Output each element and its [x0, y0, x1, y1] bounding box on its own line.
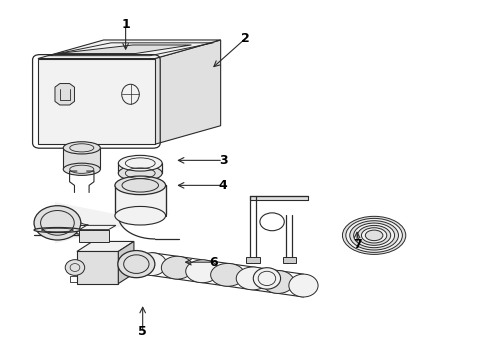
Polygon shape	[79, 225, 116, 230]
Polygon shape	[77, 242, 134, 251]
Ellipse shape	[118, 251, 155, 278]
Ellipse shape	[118, 165, 162, 181]
Polygon shape	[63, 148, 100, 169]
Text: 6: 6	[209, 256, 218, 269]
Polygon shape	[283, 257, 296, 263]
Polygon shape	[38, 40, 220, 59]
Ellipse shape	[65, 260, 85, 275]
Polygon shape	[77, 251, 118, 284]
Ellipse shape	[186, 260, 219, 283]
Ellipse shape	[343, 216, 406, 255]
Ellipse shape	[63, 163, 100, 175]
Ellipse shape	[34, 228, 81, 233]
Polygon shape	[118, 242, 134, 284]
Text: 5: 5	[138, 325, 147, 338]
Polygon shape	[57, 45, 192, 54]
Text: 2: 2	[241, 32, 249, 45]
Polygon shape	[118, 163, 162, 173]
Ellipse shape	[358, 225, 391, 245]
Polygon shape	[250, 196, 308, 201]
Ellipse shape	[366, 230, 383, 240]
Text: 4: 4	[219, 179, 227, 192]
Ellipse shape	[346, 219, 402, 252]
Polygon shape	[55, 202, 171, 244]
Polygon shape	[155, 40, 220, 144]
Text: 3: 3	[219, 154, 227, 167]
Polygon shape	[38, 59, 155, 144]
Ellipse shape	[262, 271, 294, 293]
Ellipse shape	[350, 221, 398, 250]
Ellipse shape	[34, 206, 81, 240]
Ellipse shape	[63, 142, 100, 154]
Ellipse shape	[118, 156, 162, 171]
Ellipse shape	[211, 264, 245, 286]
Ellipse shape	[161, 256, 193, 279]
Ellipse shape	[362, 228, 387, 243]
Polygon shape	[115, 185, 166, 216]
Ellipse shape	[236, 267, 270, 290]
Ellipse shape	[253, 268, 281, 289]
Polygon shape	[79, 230, 109, 242]
Ellipse shape	[115, 176, 166, 195]
Ellipse shape	[354, 223, 394, 248]
Ellipse shape	[289, 274, 318, 297]
Text: 7: 7	[353, 238, 362, 251]
Text: 1: 1	[121, 18, 130, 31]
Polygon shape	[55, 84, 74, 105]
Ellipse shape	[115, 206, 166, 225]
Polygon shape	[246, 257, 260, 263]
Ellipse shape	[137, 253, 167, 275]
